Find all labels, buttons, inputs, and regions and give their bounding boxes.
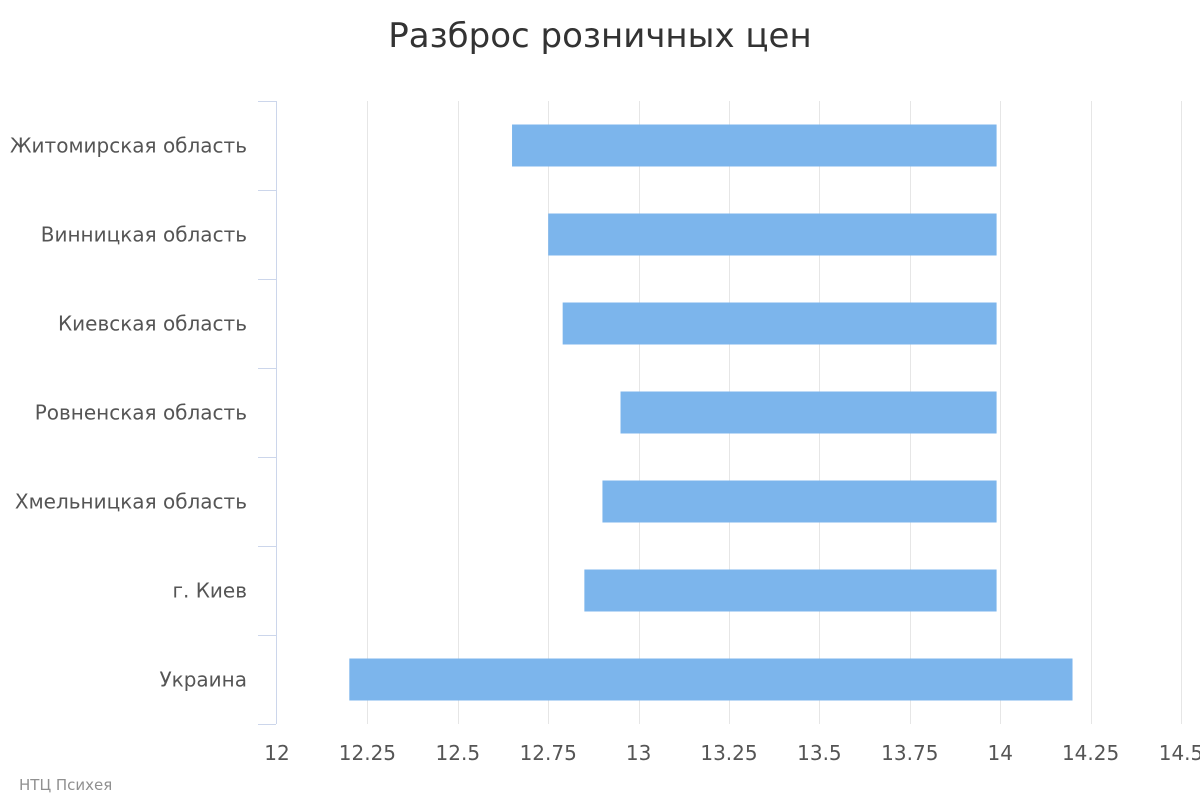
bars (349, 124, 1073, 701)
category-axis (258, 101, 277, 725)
bar[interactable] (602, 480, 997, 523)
category-label: г. Киев (172, 579, 247, 603)
credits-label: НТЦ Психея (19, 776, 112, 794)
tick-label: 13.25 (700, 741, 757, 765)
tick-label: 12.5 (436, 741, 481, 765)
tick-label: 13.75 (881, 741, 938, 765)
bar[interactable] (620, 391, 997, 434)
tick-label: 14.25 (1062, 741, 1119, 765)
category-label: Ровненская область (35, 401, 247, 425)
category-label: Хмельницкая область (15, 490, 247, 514)
category-label: Украина (159, 668, 247, 692)
category-label: Винницкая область (41, 223, 247, 247)
bar[interactable] (584, 569, 997, 612)
bar[interactable] (548, 213, 997, 256)
category-label: Киевская область (58, 312, 247, 336)
value-axis-labels: 12 12.25 12.5 12.75 13 13.25 13.5 13.75 14 14.25 1… (264, 741, 1200, 765)
tick-label: 14.5 (1159, 741, 1200, 765)
tick-label: 13.5 (797, 741, 842, 765)
tick-label: 12.25 (339, 741, 396, 765)
bar[interactable] (512, 124, 997, 167)
tick-label: 12.75 (520, 741, 577, 765)
tick-label: 12 (264, 741, 289, 765)
bar[interactable] (349, 658, 1073, 701)
chart-title: Разброс розничных цен (388, 16, 811, 56)
bar[interactable] (562, 302, 997, 345)
tick-label: 13 (626, 741, 651, 765)
category-labels: Житомирская область Винницкая область Киев… (10, 134, 247, 692)
category-label: Житомирская область (10, 134, 247, 158)
tick-label: 14 (987, 741, 1012, 765)
